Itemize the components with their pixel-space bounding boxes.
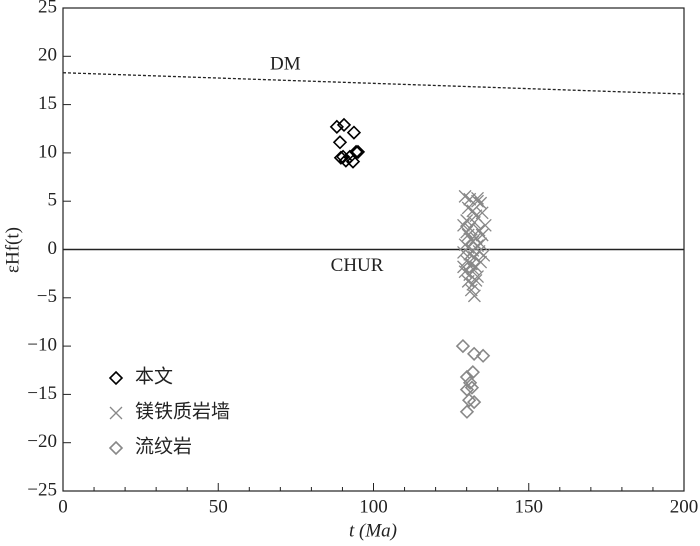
y-tick-label: 15 — [38, 93, 57, 114]
y-tick-label: 0 — [48, 238, 58, 259]
data-point — [474, 237, 488, 251]
data-point — [471, 270, 484, 284]
legend-label: 镁铁质岩墙 — [135, 400, 230, 422]
y-tick-label: −25 — [27, 479, 57, 500]
data-point — [459, 404, 475, 419]
y-tick-label: −20 — [27, 431, 57, 452]
y-tick-label: −10 — [27, 334, 57, 355]
data-point — [475, 348, 491, 363]
y-tick-label: 5 — [48, 190, 58, 211]
data-point — [467, 215, 481, 229]
x-axis-label: t (Ma) — [349, 520, 397, 541]
data-point — [335, 149, 351, 164]
x-tick-label: 100 — [359, 496, 388, 517]
y-tick-label: 20 — [38, 45, 57, 66]
data-point — [475, 206, 489, 220]
data-point — [455, 338, 471, 354]
data-point — [460, 225, 474, 239]
data-point — [332, 135, 348, 150]
x-tick-label: 50 — [209, 496, 228, 517]
x-tick-label: 0 — [58, 496, 68, 517]
legend-label: 流纹岩 — [135, 435, 192, 457]
reference-line — [62, 72, 685, 95]
data-point — [474, 255, 488, 269]
data-point — [350, 144, 366, 160]
data-point — [466, 244, 480, 257]
y-tick-label: 25 — [38, 0, 57, 17]
legend-marker — [109, 406, 123, 420]
data-point — [346, 125, 362, 140]
data-point — [478, 218, 492, 232]
data-point — [466, 346, 482, 361]
data-point — [336, 117, 352, 133]
x-tick-label: 200 — [670, 496, 699, 517]
data-point — [345, 154, 361, 169]
data-point — [329, 119, 344, 134]
legend-marker — [108, 440, 124, 456]
data-point — [457, 218, 471, 232]
data-point — [477, 248, 491, 262]
reference-label: DM — [270, 53, 301, 74]
data-point — [462, 375, 478, 390]
data-point — [461, 201, 475, 215]
data-point — [466, 394, 482, 410]
y-tick-label: 10 — [38, 141, 57, 162]
legend-label: 本文 — [135, 365, 173, 387]
data-point — [465, 365, 480, 380]
data-point — [457, 260, 471, 274]
data-point — [469, 273, 483, 287]
x-tick-label: 150 — [515, 496, 544, 517]
data-point — [471, 194, 484, 208]
y-axis-label: εHf(t) — [2, 227, 23, 273]
reference-label: CHUR — [331, 255, 384, 276]
data-point — [464, 380, 480, 395]
legend-marker — [108, 370, 124, 386]
data-point — [467, 289, 481, 303]
y-tick-label: −15 — [27, 383, 57, 404]
y-tick-label: −5 — [37, 286, 57, 307]
